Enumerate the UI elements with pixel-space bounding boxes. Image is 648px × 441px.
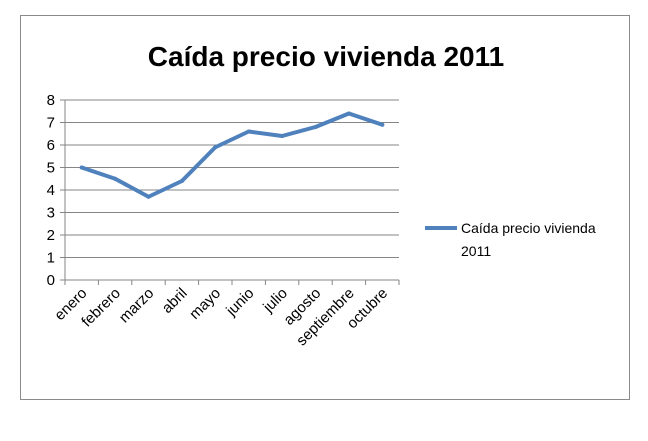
chart-title: Caída precio vivienda 2011	[148, 41, 504, 72]
data-point	[380, 122, 385, 127]
legend-label-line: 2011	[461, 243, 491, 259]
data-point	[213, 145, 218, 150]
chart-frame: Caída precio vivienda 2011 0 1 2 3 4 5 6 7 8 ene…	[20, 15, 630, 400]
y-axis-ticks: 0 1 2 3 4 5 6 7 8	[47, 92, 65, 289]
y-tick-label: 2	[47, 227, 55, 244]
data-point	[146, 194, 151, 199]
series	[79, 111, 385, 199]
y-tick-label: 0	[47, 272, 55, 289]
y-tick-label: 1	[47, 250, 55, 267]
data-point	[280, 134, 285, 138]
data-point	[79, 165, 84, 170]
y-tick-label: 7	[47, 115, 55, 132]
series-line	[79, 111, 385, 199]
data-point	[113, 176, 118, 181]
x-tick-label: abril	[159, 285, 191, 317]
data-point	[346, 111, 351, 116]
data-point	[179, 179, 184, 183]
data-point	[313, 125, 318, 129]
data-point	[246, 129, 251, 134]
legend: Caída precio vivienda 2011	[425, 220, 596, 259]
line-chart: Caída precio vivienda 2011 0 1 2 3 4 5 6 7 8 ene…	[47, 41, 596, 349]
y-tick-label: 4	[47, 182, 55, 199]
y-tick-label: 8	[47, 92, 55, 109]
x-tick-label: marzo	[116, 285, 157, 326]
y-tick-label: 5	[47, 160, 55, 177]
x-tick-label: junio	[222, 285, 257, 320]
gridlines	[65, 99, 399, 258]
y-tick-label: 6	[47, 137, 55, 154]
legend-label-line: Caída precio vivienda	[461, 220, 596, 236]
legend-label: Caída precio vivienda 2011	[461, 220, 596, 259]
x-tick-label: mayo	[186, 285, 224, 323]
y-tick-label: 3	[47, 205, 55, 222]
